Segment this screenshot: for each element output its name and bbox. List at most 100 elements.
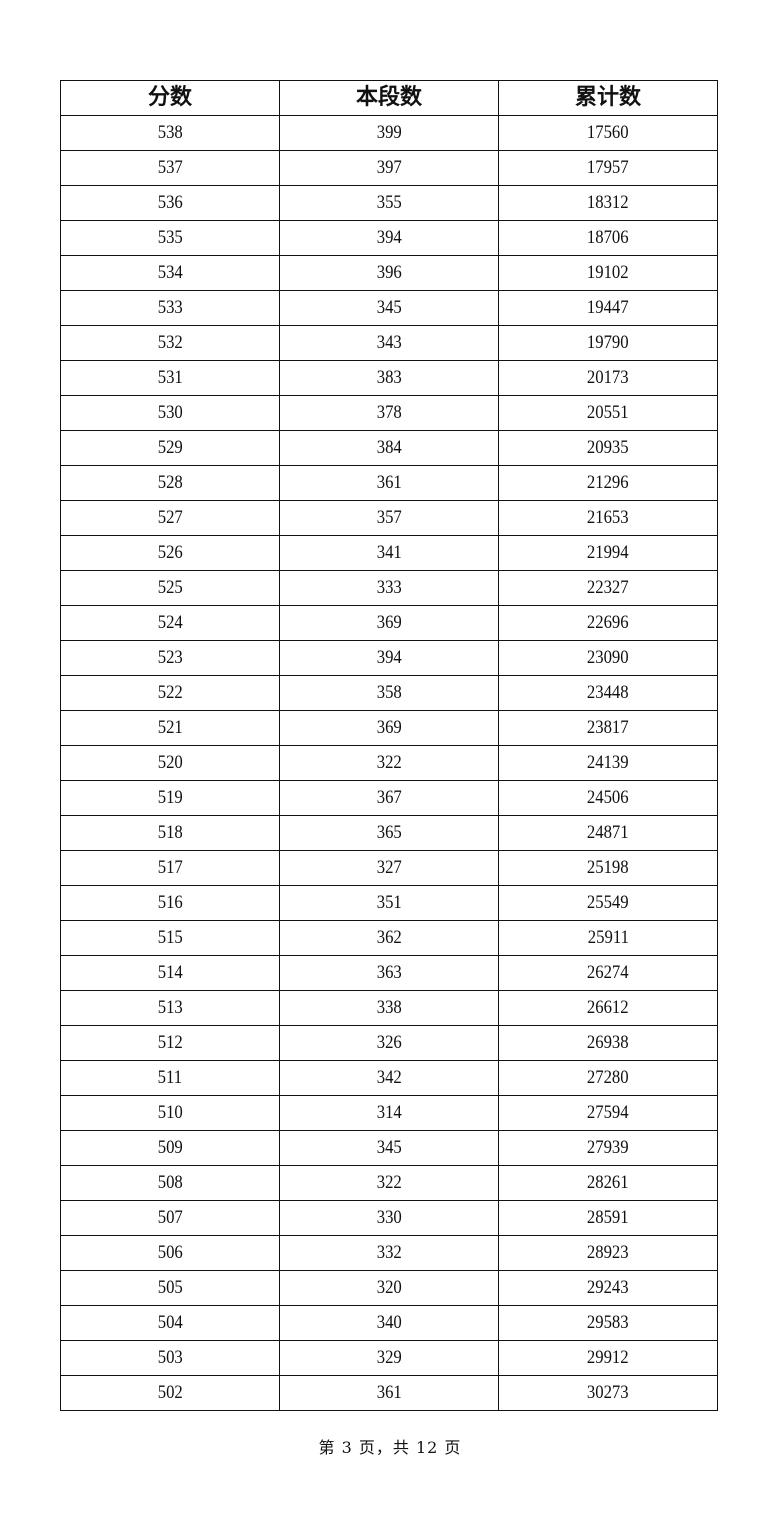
- cell-cumulative-count: 29243: [498, 1270, 718, 1306]
- cell-cumulative-count: 28261: [498, 1165, 718, 1201]
- cell-score: 516: [60, 885, 280, 921]
- table-row: 525 333 22327: [60, 570, 718, 606]
- table-row: 538 399 17560: [60, 115, 718, 151]
- cell-cumulative-count-value: 17560: [587, 122, 629, 143]
- cell-segment-count: 394: [279, 640, 499, 676]
- cell-segment-count: 330: [279, 1200, 499, 1236]
- cell-segment-count: 341: [279, 535, 499, 571]
- cell-cumulative-count: 27594: [498, 1095, 718, 1131]
- cell-cumulative-count-value: 23448: [587, 682, 629, 703]
- cell-segment-count: 361: [279, 1375, 499, 1411]
- cell-segment-count: 340: [279, 1305, 499, 1341]
- cell-score-value: 519: [157, 787, 183, 808]
- cell-segment-count-value: 365: [376, 822, 402, 843]
- cell-segment-count: 384: [279, 430, 499, 466]
- cell-segment-count: 345: [279, 290, 499, 326]
- cell-score-value: 537: [157, 157, 183, 178]
- table-row: 530 378 20551: [60, 395, 718, 431]
- cell-segment-count-value: 362: [376, 927, 402, 948]
- cell-score: 515: [60, 920, 280, 956]
- cell-score-value: 512: [157, 1032, 183, 1053]
- table-row: 513 338 26612: [60, 990, 718, 1026]
- header-segment-count: 本段数: [279, 80, 499, 116]
- table-row: 507 330 28591: [60, 1200, 718, 1236]
- table-row: 511 342 27280: [60, 1060, 718, 1096]
- cell-score-value: 518: [157, 822, 183, 843]
- cell-cumulative-count-value: 30273: [587, 1382, 629, 1403]
- table-row: 503 329 29912: [60, 1340, 718, 1376]
- cell-segment-count: 320: [279, 1270, 499, 1306]
- cell-cumulative-count: 23817: [498, 710, 718, 746]
- cell-score-value: 538: [157, 122, 183, 143]
- table-row: 529 384 20935: [60, 430, 718, 466]
- cell-cumulative-count: 29583: [498, 1305, 718, 1341]
- cell-segment-count-value: 340: [376, 1312, 402, 1333]
- cell-segment-count: 378: [279, 395, 499, 431]
- cell-cumulative-count: 20173: [498, 360, 718, 396]
- cell-segment-count-value: 342: [376, 1067, 402, 1088]
- cell-segment-count: 343: [279, 325, 499, 361]
- table-row: 506 332 28923: [60, 1235, 718, 1271]
- cell-score: 510: [60, 1095, 280, 1131]
- cell-segment-count: 342: [279, 1060, 499, 1096]
- cell-score-value: 511: [157, 1067, 183, 1088]
- cell-cumulative-count: 20935: [498, 430, 718, 466]
- cell-score-value: 524: [157, 612, 183, 633]
- table-row: 522 358 23448: [60, 675, 718, 711]
- cell-cumulative-count-value: 18312: [587, 192, 629, 213]
- cell-segment-count-value: 394: [376, 647, 402, 668]
- cell-segment-count-value: 361: [376, 472, 402, 493]
- cell-cumulative-count: 28591: [498, 1200, 718, 1236]
- cell-segment-count-value: 378: [376, 402, 402, 423]
- cell-score: 521: [60, 710, 280, 746]
- cell-score-value: 522: [157, 682, 183, 703]
- table-row: 536 355 18312: [60, 185, 718, 221]
- cell-cumulative-count: 25911: [498, 920, 718, 956]
- cell-segment-count: 358: [279, 675, 499, 711]
- cell-segment-count-value: 399: [376, 122, 402, 143]
- cell-cumulative-count: 26612: [498, 990, 718, 1026]
- cell-score-value: 513: [157, 997, 183, 1018]
- cell-segment-count: 397: [279, 150, 499, 186]
- cell-cumulative-count-value: 19447: [587, 297, 629, 318]
- cell-segment-count: 362: [279, 920, 499, 956]
- cell-segment-count-value: 345: [376, 297, 402, 318]
- cell-score: 508: [60, 1165, 280, 1201]
- cell-score-value: 502: [157, 1382, 183, 1403]
- cell-cumulative-count: 17957: [498, 150, 718, 186]
- page-number: 第 3 页，共 12 页: [318, 1438, 462, 1457]
- table-row: 524 369 22696: [60, 605, 718, 641]
- cell-segment-count: 326: [279, 1025, 499, 1061]
- table-row: 504 340 29583: [60, 1305, 718, 1341]
- cell-cumulative-count-value: 20935: [587, 437, 629, 458]
- cell-score-value: 531: [157, 367, 183, 388]
- cell-segment-count: 327: [279, 850, 499, 886]
- cell-score: 532: [60, 325, 280, 361]
- table-row: 509 345 27939: [60, 1130, 718, 1166]
- cell-segment-count: 351: [279, 885, 499, 921]
- cell-cumulative-count-value: 24871: [587, 822, 629, 843]
- cell-score: 529: [60, 430, 280, 466]
- cell-cumulative-count: 30273: [498, 1375, 718, 1411]
- cell-score: 526: [60, 535, 280, 571]
- cell-score-value: 527: [157, 507, 183, 528]
- header-score: 分数: [60, 80, 280, 116]
- table-body: 538 399 17560 537 397 17957 536 355 18312 535 394 1…: [60, 115, 718, 1411]
- cell-segment-count-value: 384: [376, 437, 402, 458]
- cell-segment-count: 322: [279, 745, 499, 781]
- cell-segment-count: 314: [279, 1095, 499, 1131]
- cell-score: 505: [60, 1270, 280, 1306]
- cell-score-value: 508: [157, 1172, 183, 1193]
- cell-score: 502: [60, 1375, 280, 1411]
- header-cumulative-count: 累计数: [498, 80, 718, 116]
- table-row: 520 322 24139: [60, 745, 718, 781]
- cell-segment-count-value: 397: [376, 157, 402, 178]
- cell-score-value: 523: [157, 647, 183, 668]
- cell-cumulative-count: 27939: [498, 1130, 718, 1166]
- cell-segment-count-value: 341: [376, 542, 402, 563]
- cell-segment-count-value: 333: [376, 577, 402, 598]
- table-row: 512 326 26938: [60, 1025, 718, 1061]
- cell-cumulative-count-value: 29583: [587, 1312, 629, 1333]
- cell-segment-count-value: 369: [376, 717, 402, 738]
- cell-cumulative-count: 23090: [498, 640, 718, 676]
